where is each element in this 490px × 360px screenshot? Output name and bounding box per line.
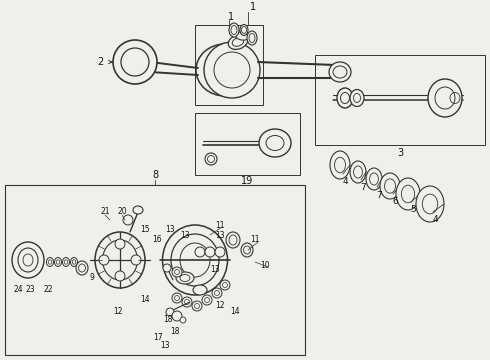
Text: 16: 16 [152,235,162,244]
Text: 1: 1 [250,2,256,12]
Text: 12: 12 [113,307,123,316]
Ellipse shape [228,35,248,49]
Text: 15: 15 [140,225,150,234]
Ellipse shape [329,62,351,82]
Text: 1: 1 [228,12,234,22]
Text: 13: 13 [160,341,170,350]
Text: 6: 6 [392,198,398,207]
Text: 19: 19 [241,176,253,186]
Ellipse shape [226,232,240,248]
Ellipse shape [366,168,382,190]
Ellipse shape [259,129,291,157]
Text: 24: 24 [13,285,23,294]
Ellipse shape [95,232,145,288]
Ellipse shape [229,23,239,37]
Circle shape [115,239,125,249]
Circle shape [113,40,157,84]
Circle shape [220,280,230,290]
Text: 23: 23 [25,285,35,294]
Text: 13: 13 [165,225,175,234]
Circle shape [172,311,182,321]
Text: 22: 22 [43,285,53,294]
Circle shape [123,215,133,225]
Ellipse shape [241,243,253,257]
Text: 7: 7 [360,184,366,193]
Circle shape [166,308,174,316]
Circle shape [204,42,260,98]
Circle shape [99,255,109,265]
Ellipse shape [240,24,248,36]
Text: 17: 17 [153,333,163,342]
Ellipse shape [330,151,350,179]
Text: 14: 14 [140,296,150,305]
Text: 13: 13 [215,230,225,239]
Text: 2: 2 [97,57,103,67]
Text: 10: 10 [260,261,270,270]
Ellipse shape [196,44,254,96]
Ellipse shape [76,261,88,275]
Ellipse shape [416,186,444,222]
Bar [315,55,485,145]
Ellipse shape [135,58,155,76]
Ellipse shape [428,79,462,117]
Text: 20: 20 [117,207,127,216]
Text: 5: 5 [410,206,416,215]
Ellipse shape [247,31,257,45]
Ellipse shape [235,32,249,40]
Circle shape [195,247,205,257]
Circle shape [172,293,182,303]
Ellipse shape [133,206,143,214]
Ellipse shape [63,257,70,266]
Circle shape [202,295,212,305]
Circle shape [205,247,215,257]
Text: 8: 8 [152,170,158,180]
Bar [5,185,305,355]
Circle shape [205,153,217,165]
Text: 13: 13 [210,266,220,274]
Text: 12: 12 [215,301,225,310]
Text: 3: 3 [397,148,403,158]
Circle shape [180,317,186,323]
Circle shape [212,288,222,298]
Circle shape [172,267,182,277]
Circle shape [115,271,125,281]
Ellipse shape [163,225,227,295]
Text: 14: 14 [230,307,240,316]
Circle shape [163,264,171,272]
Text: 9: 9 [90,274,95,283]
Text: 7: 7 [376,190,382,199]
Circle shape [192,301,202,311]
Ellipse shape [337,88,353,108]
Ellipse shape [380,173,400,199]
Text: 18: 18 [170,328,180,337]
Ellipse shape [396,178,420,210]
Bar [195,113,300,175]
Bar [195,25,263,105]
Ellipse shape [193,285,207,295]
Circle shape [215,247,225,257]
Ellipse shape [12,242,44,278]
Text: 11: 11 [250,235,260,244]
Circle shape [182,297,192,307]
Text: 18: 18 [163,315,173,324]
Text: 13: 13 [180,230,190,239]
Text: 21: 21 [100,207,110,216]
Ellipse shape [47,257,53,266]
Text: 4: 4 [432,216,438,225]
Ellipse shape [350,90,364,107]
Ellipse shape [71,257,77,266]
Ellipse shape [350,161,366,183]
Text: 4: 4 [342,177,348,186]
Circle shape [131,255,141,265]
Ellipse shape [54,257,62,266]
Text: 11: 11 [215,220,225,230]
Ellipse shape [176,272,194,284]
